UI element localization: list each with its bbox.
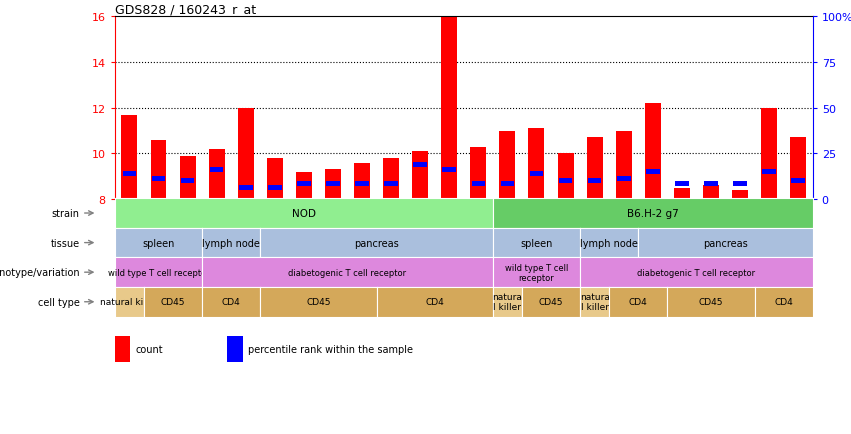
Bar <box>617 177 631 182</box>
Bar <box>559 179 573 184</box>
Bar <box>325 170 341 200</box>
Bar <box>500 131 516 200</box>
Text: spleen: spleen <box>520 238 552 248</box>
Bar <box>732 191 748 200</box>
Bar <box>442 17 457 200</box>
Bar <box>385 181 398 186</box>
Bar <box>296 172 311 200</box>
Bar <box>528 129 545 200</box>
Text: CD4: CD4 <box>629 298 648 306</box>
Text: count: count <box>135 344 163 354</box>
Bar <box>471 147 486 200</box>
Text: CD4: CD4 <box>774 298 793 306</box>
Bar <box>297 181 311 186</box>
Text: natura
l killer: natura l killer <box>493 293 523 311</box>
Text: natura
l killer: natura l killer <box>580 293 609 311</box>
Bar <box>180 156 196 200</box>
Text: genotype/variation: genotype/variation <box>0 268 80 277</box>
Text: GDS828 / 160243_r_at: GDS828 / 160243_r_at <box>115 3 256 16</box>
Bar <box>414 163 427 168</box>
Bar <box>326 181 340 186</box>
Text: tissue: tissue <box>50 238 80 248</box>
Bar <box>703 186 719 200</box>
Bar <box>734 181 747 186</box>
Text: lymph node: lymph node <box>203 238 260 248</box>
Bar <box>237 108 254 200</box>
Bar <box>268 186 282 191</box>
Bar <box>704 181 717 186</box>
Bar <box>646 170 660 175</box>
Text: percentile rank within the sample: percentile rank within the sample <box>248 344 413 354</box>
Bar <box>762 170 776 175</box>
Text: wild type T cell
receptor: wild type T cell receptor <box>505 263 568 282</box>
Text: cell type: cell type <box>37 297 80 307</box>
Bar <box>151 141 167 200</box>
Text: pancreas: pancreas <box>354 238 399 248</box>
Bar <box>588 179 602 184</box>
Text: CD4: CD4 <box>426 298 444 306</box>
Bar <box>471 181 485 186</box>
Bar <box>412 152 428 200</box>
Bar <box>227 336 243 362</box>
Bar <box>180 179 194 184</box>
Bar <box>354 163 370 200</box>
Bar <box>355 181 368 186</box>
Bar <box>557 154 574 200</box>
Bar <box>239 186 253 191</box>
Bar <box>791 138 806 200</box>
Bar <box>115 336 130 362</box>
Text: B6.H-2 g7: B6.H-2 g7 <box>627 209 678 218</box>
Text: diabetogenic T cell receptor: diabetogenic T cell receptor <box>288 268 407 277</box>
Bar <box>674 188 690 200</box>
Text: natural killer: natural killer <box>100 298 158 306</box>
Bar <box>791 179 805 184</box>
Text: CD4: CD4 <box>222 298 241 306</box>
Bar <box>210 168 224 173</box>
Text: CD45: CD45 <box>699 298 723 306</box>
Text: wild type T cell receptor: wild type T cell receptor <box>107 268 209 277</box>
Bar <box>151 177 165 182</box>
Text: spleen: spleen <box>142 238 174 248</box>
Bar <box>267 158 283 200</box>
Bar <box>616 131 631 200</box>
Text: NOD: NOD <box>292 209 316 218</box>
Bar <box>586 138 603 200</box>
Bar <box>208 149 225 200</box>
Bar <box>443 168 456 173</box>
Text: strain: strain <box>52 209 80 218</box>
Text: pancreas: pancreas <box>703 238 748 248</box>
Bar <box>500 181 514 186</box>
Text: lymph node: lymph node <box>580 238 638 248</box>
Bar <box>675 181 688 186</box>
Text: CD45: CD45 <box>161 298 186 306</box>
Bar <box>761 108 777 200</box>
Bar <box>645 104 660 200</box>
Text: CD45: CD45 <box>539 298 563 306</box>
Bar <box>122 115 137 200</box>
Bar <box>529 172 543 177</box>
Bar <box>123 172 136 177</box>
Text: CD45: CD45 <box>306 298 331 306</box>
Text: diabetogenic T cell receptor: diabetogenic T cell receptor <box>637 268 756 277</box>
Bar <box>383 158 399 200</box>
